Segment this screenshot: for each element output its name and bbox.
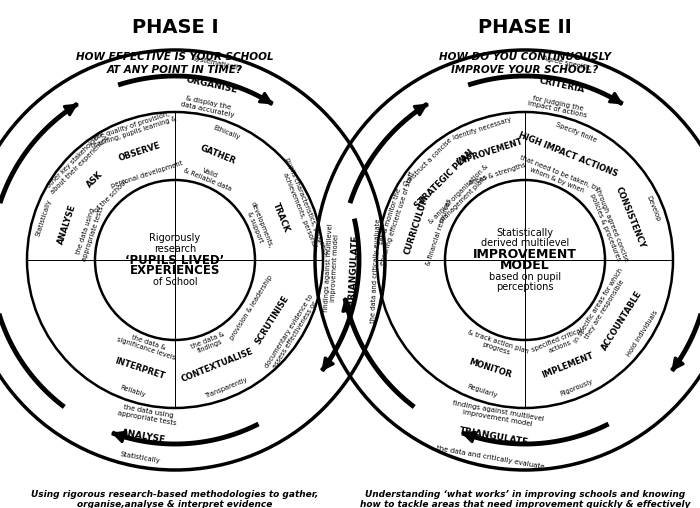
Text: CURRICULUM: CURRICULUM bbox=[402, 194, 430, 256]
Text: the data using
appropriate tests: the data using appropriate tests bbox=[117, 403, 178, 426]
Text: STRATEGIC PLAN: STRATEGIC PLAN bbox=[413, 148, 476, 211]
Text: documentary evidence to
assess effectiveness or: documentary evidence to assess effective… bbox=[264, 294, 320, 373]
Text: ANALYSE: ANALYSE bbox=[56, 204, 77, 246]
Text: specified critical
actions: specified critical actions bbox=[531, 327, 587, 360]
Text: Understanding ‘what works’ in improving schools and knowing: Understanding ‘what works’ in improving … bbox=[365, 490, 685, 499]
Text: HOW DO YOU CONTINUOUSLY
IMPROVE YOUR SCHOOL?: HOW DO YOU CONTINUOUSLY IMPROVE YOUR SCH… bbox=[439, 52, 611, 75]
Text: findings against multilevel
improvement model: findings against multilevel improvement … bbox=[451, 400, 545, 429]
Text: Regularly: Regularly bbox=[466, 384, 498, 399]
Text: organise,analyse & interpret evidence: organise,analyse & interpret evidence bbox=[77, 500, 273, 508]
Text: for judging the
impact of actions: for judging the impact of actions bbox=[526, 94, 589, 119]
Text: PHASE II: PHASE II bbox=[478, 18, 572, 37]
Text: Ethically: Ethically bbox=[213, 124, 241, 140]
Text: TRIANGULATE: TRIANGULATE bbox=[347, 234, 360, 305]
Text: Specify finite: Specify finite bbox=[556, 121, 598, 143]
Text: findings against multilevel
improvement model: findings against multilevel improvement … bbox=[323, 224, 341, 313]
Text: Systematically: Systematically bbox=[191, 55, 242, 72]
Text: Rigorously: Rigorously bbox=[149, 233, 201, 243]
Text: TRACK: TRACK bbox=[271, 201, 290, 234]
Text: the data and critically evaluate: the data and critically evaluate bbox=[370, 218, 382, 323]
Text: TRIANGULATE: TRIANGULATE bbox=[458, 426, 529, 447]
Text: Reliably: Reliably bbox=[119, 385, 146, 398]
Text: Rigorously: Rigorously bbox=[559, 378, 594, 397]
Text: perceptions: perceptions bbox=[496, 282, 554, 293]
Text: areas & strengths: areas & strengths bbox=[468, 163, 526, 186]
Text: personal development: personal development bbox=[111, 160, 184, 189]
Text: the data and critically evaluate: the data and critically evaluate bbox=[435, 446, 545, 470]
Text: HIGH IMPACT ACTIONS: HIGH IMPACT ACTIONS bbox=[517, 130, 619, 178]
Text: the data &
significance levels: the data & significance levels bbox=[116, 330, 178, 361]
Text: IMPROVEMENT: IMPROVEMENT bbox=[455, 137, 524, 167]
Text: that need to be taken, by
whom & by when: that need to be taken, by whom & by when bbox=[517, 154, 601, 199]
Text: SCRUTINISE: SCRUTINISE bbox=[253, 294, 290, 346]
Text: & annual organisation &
management plans: & annual organisation & management plans bbox=[428, 163, 495, 230]
Text: & financial resources: & financial resources bbox=[426, 198, 453, 267]
Text: HOW EFFECTIVE IS YOUR SCHOOL
AT ANY POINT IN TIME?: HOW EFFECTIVE IS YOUR SCHOOL AT ANY POIN… bbox=[76, 52, 274, 75]
Text: Hold individuals: Hold individuals bbox=[625, 309, 659, 357]
Text: provision & leadership: provision & leadership bbox=[229, 274, 274, 341]
Text: EXPERIENCES: EXPERIENCES bbox=[130, 265, 220, 277]
Text: the data &
findings: the data & findings bbox=[190, 331, 228, 356]
Text: of School: of School bbox=[153, 277, 197, 287]
Text: Agree specific: Agree specific bbox=[542, 55, 592, 72]
Text: ANALYSE: ANALYSE bbox=[121, 428, 167, 444]
Text: CONSISTENCY: CONSISTENCY bbox=[614, 185, 648, 249]
Text: of the school: of the school bbox=[94, 179, 129, 214]
Text: derived multilevel: derived multilevel bbox=[481, 238, 569, 248]
Text: other key stakeholders
about their experiences: other key stakeholders about their exper… bbox=[45, 130, 110, 195]
Text: the data using
appropriate tests: the data using appropriate tests bbox=[74, 203, 104, 262]
Text: & display the
data accurately: & display the data accurately bbox=[180, 94, 236, 118]
Text: MODEL: MODEL bbox=[500, 259, 550, 272]
Text: Statistically: Statistically bbox=[120, 452, 161, 464]
Text: ACCOUNTABLE: ACCOUNTABLE bbox=[600, 289, 643, 352]
Text: research: research bbox=[154, 244, 196, 254]
Text: set & monitor the
ensuring efficient use of staff: set & monitor the ensuring efficient use… bbox=[372, 169, 415, 266]
Text: Valid
& Reliable data: Valid & Reliable data bbox=[183, 161, 235, 192]
Text: PHASE I: PHASE I bbox=[132, 18, 218, 37]
Text: CRITERIA: CRITERIA bbox=[538, 76, 586, 94]
Text: & track action plan
progress: & track action plan progress bbox=[465, 330, 529, 362]
Text: Transparently: Transparently bbox=[204, 376, 249, 399]
Text: ‘PUPILS LIVED’: ‘PUPILS LIVED’ bbox=[125, 253, 225, 267]
Text: through agreed concise
policies & procedures: through agreed concise policies & proced… bbox=[587, 187, 629, 265]
Text: pupils characteristics, progress,
achievements, personal: pupils characteristics, progress, achiev… bbox=[277, 156, 329, 260]
Text: CONTEXTUALISE: CONTEXTUALISE bbox=[181, 347, 255, 384]
Text: Statistically: Statistically bbox=[35, 198, 52, 237]
Text: Construct a concise: Construct a concise bbox=[402, 137, 453, 188]
Text: INTERPRET: INTERPRET bbox=[113, 356, 166, 381]
Text: in specific areas for which
they are responsible: in specific areas for which they are res… bbox=[573, 267, 630, 348]
Text: Develop: Develop bbox=[645, 195, 661, 222]
Text: Identify necessary: Identify necessary bbox=[452, 116, 512, 141]
Text: OBSERVE: OBSERVE bbox=[118, 141, 162, 163]
Text: how to tackle areas that need improvement quickly & effectively: how to tackle areas that need improvemen… bbox=[360, 500, 690, 508]
Text: ASK: ASK bbox=[85, 170, 104, 189]
Text: Statistically: Statistically bbox=[496, 228, 554, 238]
Text: Using rigorous research-based methodologies to gather,: Using rigorous research-based methodolog… bbox=[32, 490, 318, 499]
Text: GATHER: GATHER bbox=[199, 143, 237, 166]
Text: IMPROVEMENT: IMPROVEMENT bbox=[473, 248, 577, 261]
Text: IMPLEMENT: IMPLEMENT bbox=[540, 351, 595, 380]
Text: based on pupil: based on pupil bbox=[489, 271, 561, 281]
Text: developments,
& support: developments, & support bbox=[243, 201, 274, 252]
Text: MONITOR: MONITOR bbox=[467, 357, 512, 379]
Text: the quality of provision,
teaching, pupils learning &: the quality of provision, teaching, pupi… bbox=[88, 109, 177, 149]
Text: ORGANISE: ORGANISE bbox=[186, 75, 239, 95]
